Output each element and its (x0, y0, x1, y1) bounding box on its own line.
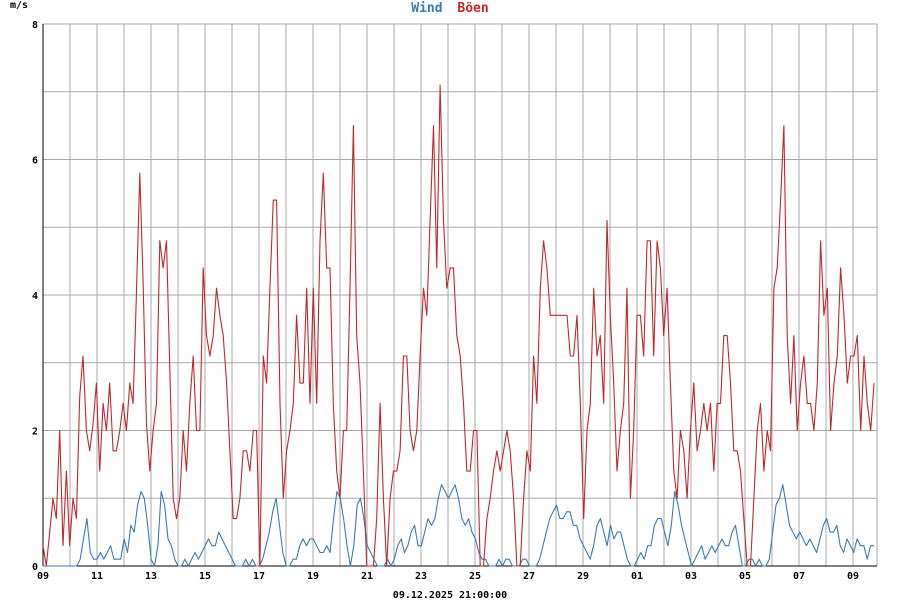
x-tick-label: 23 (415, 571, 427, 582)
x-tick-label: 11 (91, 571, 103, 582)
y-axis-unit: m/s (10, 0, 28, 11)
timestamp-footer: 09.12.2025 21:00:00 (393, 590, 507, 600)
x-tick-label: 13 (145, 571, 157, 582)
wind-series-line (43, 484, 874, 567)
x-tick-label: 05 (739, 571, 751, 582)
x-tick-label: 15 (199, 571, 211, 582)
y-tick-label: 4 (32, 291, 38, 302)
x-tick-label: 09 (37, 571, 49, 582)
y-tick-label: 0 (32, 562, 38, 573)
x-tick-label: 19 (307, 571, 319, 582)
x-tick-label: 17 (253, 571, 265, 582)
gust-series-line (42, 84, 875, 567)
y-tick-label: 2 (32, 427, 38, 438)
y-tick-label: 8 (32, 20, 38, 31)
y-tick-label: 6 (32, 156, 38, 167)
title-wind: Wind (411, 1, 442, 16)
x-tick-label: 21 (361, 571, 373, 582)
x-tick-labels: 09 11 13 15 17 19 21 23 25 27 29 01 03 05 07 09 (37, 571, 859, 582)
title-gusts: Böen (457, 1, 488, 16)
x-tick-label: 01 (631, 571, 643, 582)
grid (42, 23, 878, 567)
x-tick-label: 25 (469, 571, 481, 582)
x-tick-label: 03 (685, 571, 697, 582)
x-tick-label: 07 (793, 571, 805, 582)
x-tick-label: 09 (847, 571, 859, 582)
chart-title: Wind Böen (411, 1, 488, 16)
series-lines (42, 84, 875, 567)
x-tick-label: 27 (523, 571, 535, 582)
x-tick-label: 29 (577, 571, 589, 582)
y-tick-labels: 0 2 4 6 8 (32, 20, 38, 573)
